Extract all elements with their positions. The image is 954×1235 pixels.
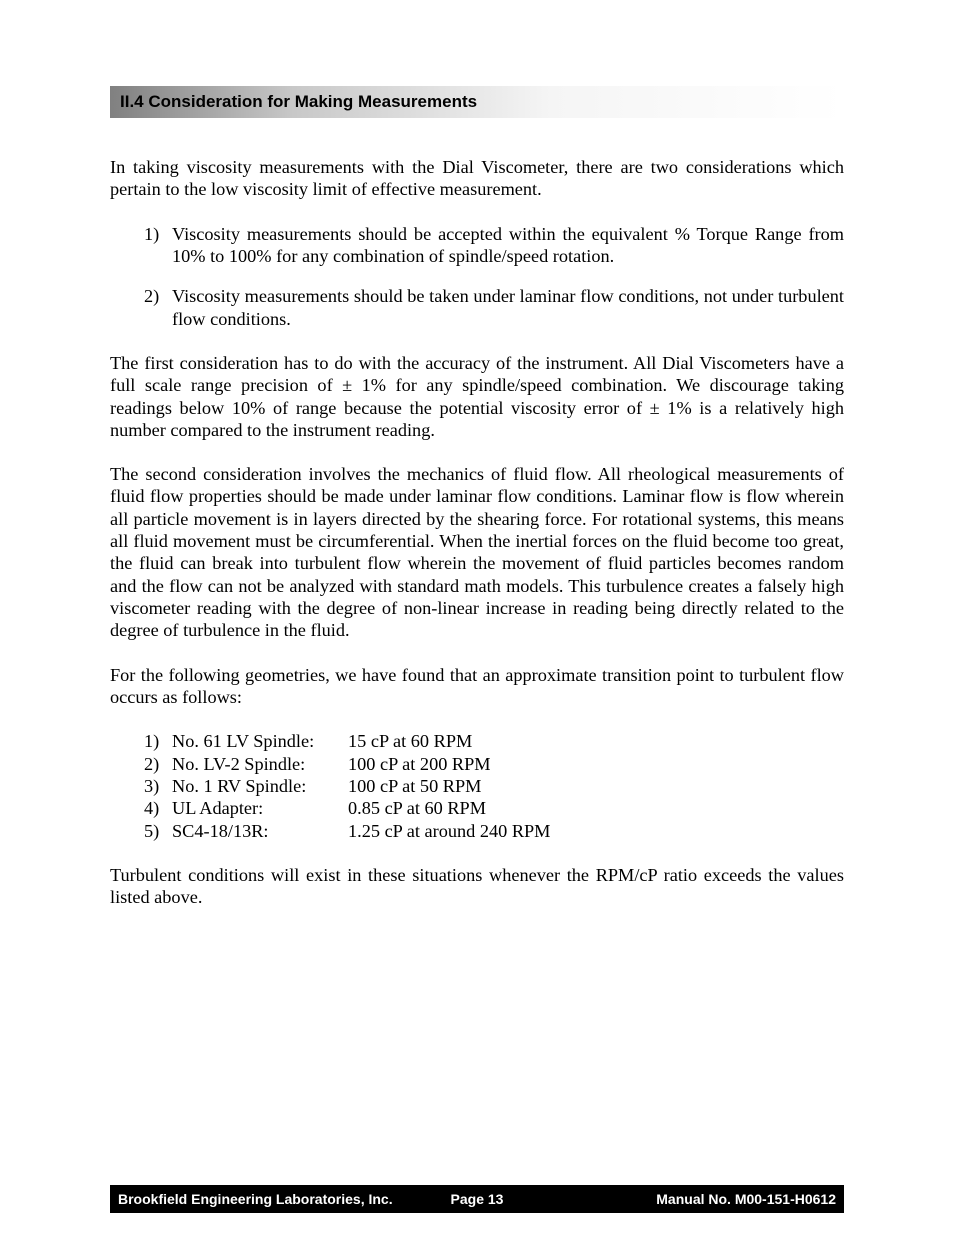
spindle-row: 1) No. 61 LV Spindle: 15 cP at 60 RPM bbox=[144, 730, 844, 752]
spindle-num: 1) bbox=[144, 730, 172, 752]
spindle-label: No. 61 LV Spindle: bbox=[172, 730, 348, 752]
spindle-value: 15 cP at 60 RPM bbox=[348, 730, 472, 752]
considerations-list: 1) Viscosity measurements should be acce… bbox=[110, 223, 844, 330]
list-text: Viscosity measurements should be taken u… bbox=[172, 285, 844, 330]
intro-paragraph: In taking viscosity measurements with th… bbox=[110, 156, 844, 201]
spindle-table: 1) No. 61 LV Spindle: 15 cP at 60 RPM 2)… bbox=[110, 730, 844, 842]
spindle-row: 2) No. LV-2 Spindle: 100 cP at 200 RPM bbox=[144, 753, 844, 775]
list-text: Viscosity measurements should be accepte… bbox=[172, 223, 844, 268]
consideration-item: 2) Viscosity measurements should be take… bbox=[144, 285, 844, 330]
list-number: 1) bbox=[144, 223, 172, 268]
footer-manual: Manual No. M00-151-H0612 bbox=[656, 1191, 836, 1207]
spindle-value: 100 cP at 50 RPM bbox=[348, 775, 481, 797]
section-heading: II.4 Consideration for Making Measuremen… bbox=[110, 86, 844, 118]
consideration-item: 1) Viscosity measurements should be acce… bbox=[144, 223, 844, 268]
spindle-label: SC4-18/13R: bbox=[172, 820, 348, 842]
spindle-row: 4) UL Adapter: 0.85 cP at 60 RPM bbox=[144, 797, 844, 819]
spindle-label: No. LV-2 Spindle: bbox=[172, 753, 348, 775]
spindle-row: 3) No. 1 RV Spindle: 100 cP at 50 RPM bbox=[144, 775, 844, 797]
spindle-label: UL Adapter: bbox=[172, 797, 348, 819]
footer-company: Brookfield Engineering Laboratories, Inc… bbox=[118, 1191, 393, 1207]
spindle-num: 3) bbox=[144, 775, 172, 797]
spindle-value: 1.25 cP at around 240 RPM bbox=[348, 820, 550, 842]
page: II.4 Consideration for Making Measuremen… bbox=[0, 0, 954, 1235]
spindle-value: 0.85 cP at 60 RPM bbox=[348, 797, 486, 819]
transition-intro: For the following geometries, we have fo… bbox=[110, 664, 844, 709]
closing-paragraph: Turbulent conditions will exist in these… bbox=[110, 864, 844, 909]
spindle-num: 4) bbox=[144, 797, 172, 819]
second-explanation: The second consideration involves the me… bbox=[110, 463, 844, 642]
spindle-num: 2) bbox=[144, 753, 172, 775]
spindle-value: 100 cP at 200 RPM bbox=[348, 753, 491, 775]
spindle-num: 5) bbox=[144, 820, 172, 842]
list-number: 2) bbox=[144, 285, 172, 330]
spindle-row: 5) SC4-18/13R: 1.25 cP at around 240 RPM bbox=[144, 820, 844, 842]
first-explanation: The first consideration has to do with t… bbox=[110, 352, 844, 441]
page-footer: Brookfield Engineering Laboratories, Inc… bbox=[110, 1185, 844, 1213]
spindle-label: No. 1 RV Spindle: bbox=[172, 775, 348, 797]
